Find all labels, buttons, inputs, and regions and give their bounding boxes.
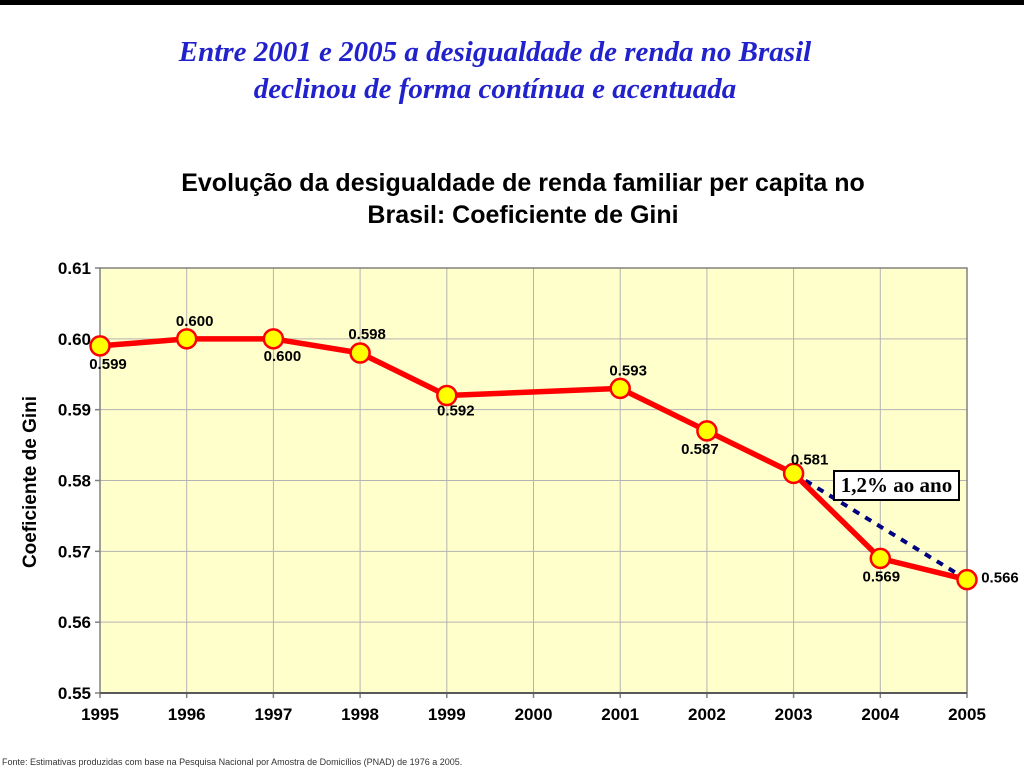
chart-title: Evolução da desigualdade de renda famili… — [23, 167, 1023, 231]
data-point-2002 — [696, 420, 718, 442]
x-tick-label: 2000 — [515, 705, 553, 724]
data-label-2001: 0.593 — [609, 362, 647, 379]
data-point-1996 — [175, 328, 198, 350]
y-tick-label: 0.55 — [58, 684, 91, 703]
data-label-2005: 0.566 — [981, 570, 1019, 587]
data-point-2005 — [956, 568, 978, 591]
footer-source: Fonte: Estimativas produzidas com base n… — [2, 757, 463, 767]
x-tick-label: 1997 — [254, 705, 292, 724]
x-tick-label: 2005 — [948, 705, 986, 724]
slide-title-line1: Entre 2001 e 2005 a desigualdade de rend… — [178, 36, 812, 68]
slide-title-line2: declinou de forma contínua e acentuada — [253, 73, 737, 105]
y-tick-label: 0.61 — [58, 259, 91, 278]
x-tick-label: 2004 — [861, 705, 899, 724]
data-label-1996: 0.600 — [176, 313, 214, 330]
data-label-1998: 0.598 — [348, 326, 386, 343]
data-label-1995: 0.599 — [89, 356, 127, 373]
data-point-1998 — [349, 342, 371, 364]
data-label-2003: 0.581 — [791, 451, 829, 468]
x-tick-label: 2003 — [775, 705, 813, 724]
y-tick-label: 0.58 — [58, 472, 91, 491]
annotation-box: 1,2% ao ano — [833, 470, 960, 501]
data-label-2002: 0.587 — [681, 441, 719, 458]
annotation-label: 1,2% ao ano — [840, 473, 953, 497]
data-point-2001 — [609, 377, 631, 400]
x-tick-label: 1996 — [168, 705, 206, 724]
data-label-2004: 0.569 — [863, 568, 901, 585]
x-tick-label: 2002 — [688, 705, 726, 724]
data-label-1997: 0.600 — [264, 348, 302, 365]
top-black-bar — [0, 0, 1024, 5]
data-point-2004 — [869, 547, 892, 570]
x-tick-label: 1995 — [81, 705, 119, 724]
x-tick-label: 1999 — [428, 705, 466, 724]
y-tick-label: 0.57 — [58, 542, 91, 561]
chart-title-line2: Brasil: Coeficiente de Gini — [367, 201, 679, 229]
data-label-1999: 0.592 — [437, 403, 475, 420]
x-tick-label: 2001 — [601, 705, 639, 724]
trend-dashed-line — [792, 471, 969, 582]
slide-title: Entre 2001 e 2005 a desigualdade de rend… — [0, 34, 990, 108]
y-tick-label: 0.60 — [58, 330, 91, 349]
x-tick-label: 1998 — [341, 705, 379, 724]
data-point-1997 — [262, 328, 285, 350]
data-point-2003 — [782, 462, 805, 485]
y-tick-label: 0.56 — [58, 613, 91, 632]
y-tick-label: 0.59 — [58, 401, 91, 420]
gini-series-line — [97, 336, 970, 583]
data-point-1995 — [89, 335, 111, 357]
chart-title-line1: Evolução da desigualdade de renda famili… — [181, 169, 865, 197]
data-point-1999 — [436, 384, 458, 407]
